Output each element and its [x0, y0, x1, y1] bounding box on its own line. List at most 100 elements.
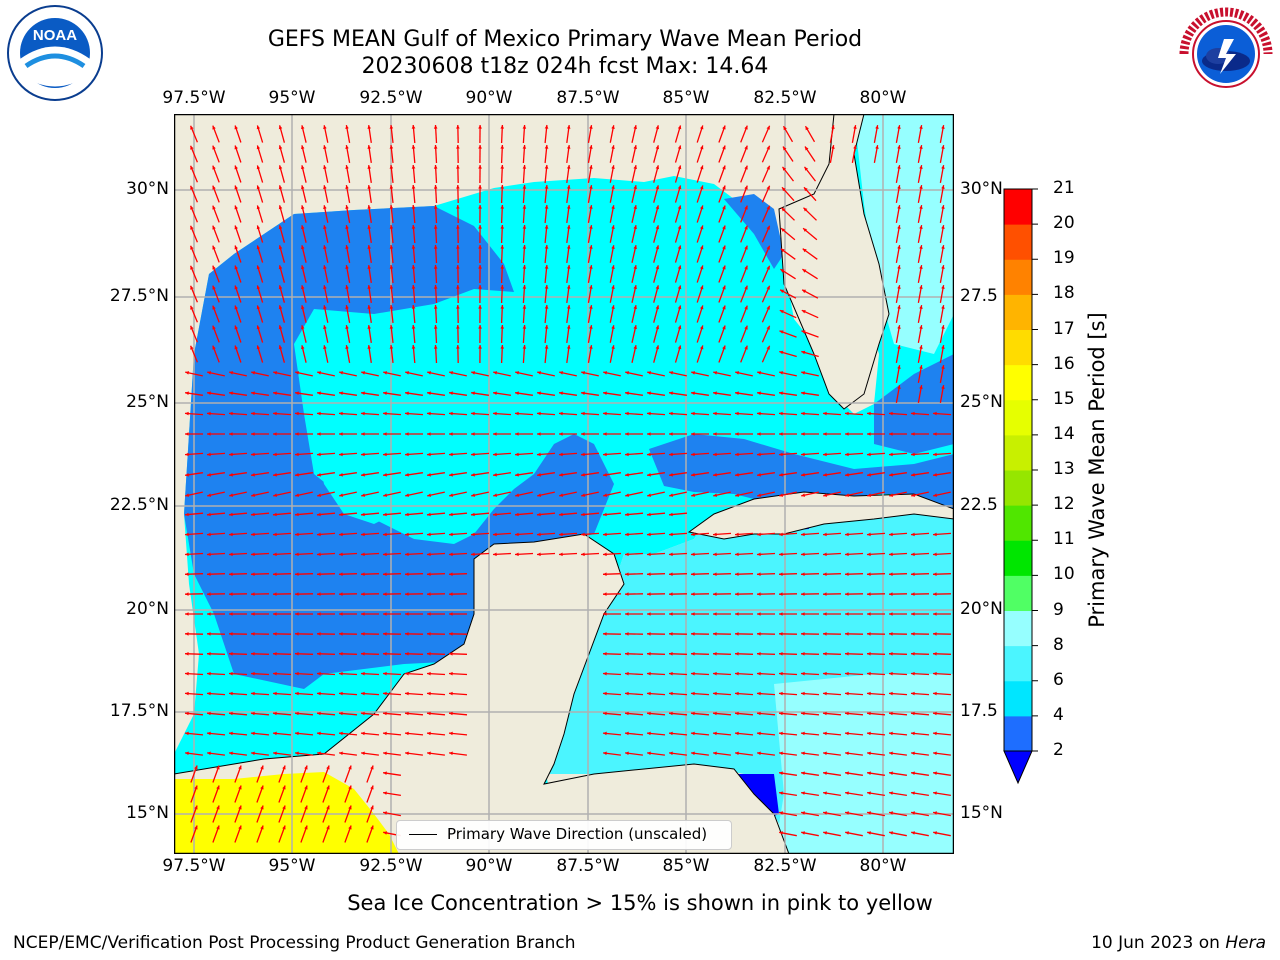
wave-arrow-head: [278, 325, 283, 330]
wave-arrow-head: [801, 612, 805, 616]
wave-arrow-head: [803, 207, 808, 212]
wave-arrow-head: [722, 265, 726, 270]
wave-arrow-head: [669, 411, 673, 416]
wave-arrow-head: [190, 225, 194, 230]
wave-arrow-head: [677, 145, 682, 150]
wave-arrow-head: [735, 632, 739, 636]
wave-arrow-head: [361, 532, 365, 537]
wave-arrow-head: [317, 751, 321, 756]
wave-arrow-head: [389, 125, 394, 129]
wave-arrow-head: [295, 512, 299, 517]
wave-arrow-head: [260, 765, 264, 770]
wave-arrow-head: [295, 452, 299, 457]
wave-arrow-head: [256, 125, 261, 130]
wave-arrow-head: [251, 592, 255, 596]
wave-arrow-head: [713, 452, 717, 457]
wave-arrow-head: [500, 325, 504, 329]
wave-arrow-head: [845, 731, 849, 736]
wave-arrow-head: [735, 612, 739, 616]
wave-arrow-head: [301, 185, 305, 190]
wave-arrow-head: [251, 652, 255, 656]
wave-arrow-head: [323, 265, 327, 270]
wave-arrow-head: [802, 269, 807, 273]
wave-arrow-head: [722, 325, 726, 330]
wave-arrow-head: [941, 145, 945, 149]
wave-arrow-head: [207, 391, 211, 395]
wave-arrow-head: [757, 691, 761, 696]
wave-arrow-head: [779, 811, 783, 815]
wave-arrow-head: [647, 371, 652, 375]
wave-arrow-head: [779, 612, 783, 616]
wave-arrow-head: [611, 145, 615, 149]
wave-arrow-head: [212, 325, 216, 330]
wave-arrow-head: [589, 205, 593, 209]
wave-arrow-head: [757, 711, 761, 716]
wave-arrow-head: [304, 785, 308, 790]
wave-arrow-head: [735, 493, 740, 497]
wave-arrow-head: [766, 225, 770, 230]
wave-arrow-head: [911, 711, 915, 716]
wave-arrow-head: [647, 452, 651, 457]
wave-arrow-head: [515, 452, 519, 457]
colorbar-tick-label: 11: [1053, 529, 1075, 550]
wave-arrow-head: [801, 731, 805, 736]
wave-arrow-head: [919, 205, 923, 209]
wave-arrow-head: [566, 225, 571, 229]
wave-arrow-head: [603, 592, 607, 596]
wave-arrow-head: [194, 825, 198, 830]
wave-arrow-head: [515, 473, 519, 477]
wave-arrow-head: [522, 205, 527, 209]
wave-arrow-head: [625, 612, 629, 616]
wave-arrow-head: [389, 225, 394, 229]
wave-arrow-head: [933, 711, 937, 716]
wave-arrow-head: [722, 285, 726, 290]
wave-arrow-head: [735, 691, 739, 696]
wave-arrow-head: [919, 125, 923, 129]
wave-arrow-head: [779, 731, 783, 736]
wave-arrow-head: [691, 493, 696, 497]
wave-arrow-head: [722, 205, 726, 210]
wave-arrow-head: [427, 671, 431, 676]
wave-arrow-head: [339, 432, 343, 436]
wave-arrow-head: [185, 751, 189, 756]
wave-arrow-head: [713, 532, 717, 537]
colorbar-segment: [1004, 540, 1032, 576]
wave-arrow-head: [919, 145, 923, 149]
wave-arrow-head: [317, 731, 321, 736]
colorbar-segment: [1004, 399, 1032, 436]
wave-arrow-head: [611, 185, 615, 189]
wave-arrow-head: [735, 572, 739, 576]
wave-arrow-head: [722, 225, 726, 230]
wave-arrow-head: [757, 612, 761, 616]
wave-arrow-head: [889, 771, 893, 775]
wave-arrow-head: [647, 711, 651, 716]
wave-arrow-head: [823, 771, 827, 775]
lon-tick-label-top: 80°W: [859, 88, 907, 108]
wave-arrow-head: [234, 345, 238, 350]
wave-arrow-head: [801, 711, 805, 716]
wave-arrow-head: [889, 671, 893, 676]
wave-arrow-head: [456, 185, 460, 189]
wave-arrow-head: [633, 325, 637, 330]
wave-arrow-head: [515, 411, 519, 416]
wave-arrow-head: [190, 165, 194, 170]
wave-arrow-head: [383, 612, 387, 616]
wave-arrow-head: [251, 751, 255, 756]
wave-arrow-head: [625, 751, 629, 756]
wave-arrow-head: [669, 432, 673, 436]
wave-arrow-head: [801, 473, 805, 477]
wave-arrow-head: [207, 512, 211, 517]
wave-arrow-head: [933, 652, 937, 656]
wave-arrow-head: [779, 493, 784, 497]
colorbar-tick-label: 15: [1053, 388, 1075, 409]
wave-arrow-head: [911, 532, 915, 537]
wave-arrow-head: [456, 305, 460, 309]
wave-arrow-head: [212, 305, 216, 310]
wave-arrow-head: [713, 592, 717, 596]
wave-arrow-head: [757, 371, 762, 375]
wave-arrow-head: [278, 185, 283, 190]
wave-arrow-head: [456, 125, 460, 129]
wave-arrow-head: [323, 305, 327, 310]
wave-arrow-head: [611, 345, 615, 349]
wave-arrow-head: [515, 552, 519, 557]
